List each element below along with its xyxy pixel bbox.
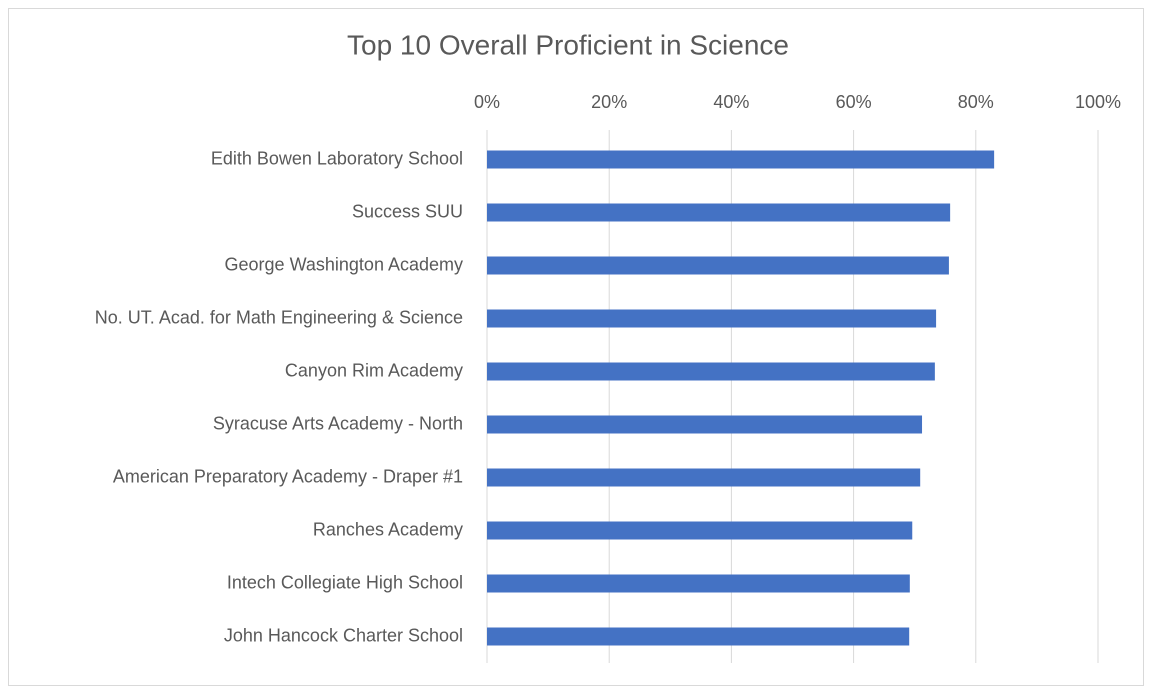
bar	[487, 362, 935, 381]
y-tick-label: Edith Bowen Laboratory School	[211, 148, 463, 168]
bar	[487, 521, 913, 540]
x-tick-label: 100%	[1075, 92, 1121, 112]
x-tick-label: 80%	[958, 92, 994, 112]
y-tick-label: John Hancock Charter School	[224, 625, 463, 645]
chart-border	[8, 8, 1144, 686]
bar	[487, 574, 910, 593]
y-tick-label: George Washington Academy	[225, 254, 463, 274]
y-tick-label: Canyon Rim Academy	[285, 360, 463, 380]
bar	[487, 468, 921, 487]
x-tick-label: 20%	[591, 92, 627, 112]
bar	[487, 309, 937, 328]
bar	[487, 415, 923, 434]
bar	[487, 203, 951, 222]
x-tick-label: 0%	[474, 92, 500, 112]
bar	[487, 627, 910, 646]
chart-title: Top 10 Overall Proficient in Science	[347, 29, 789, 60]
y-tick-label: Intech Collegiate High School	[227, 572, 463, 592]
bar	[487, 150, 995, 169]
x-tick-label: 60%	[836, 92, 872, 112]
bar	[487, 256, 949, 275]
y-tick-label: Success SUU	[352, 201, 463, 221]
y-tick-label: American Preparatory Academy - Draper #1	[113, 466, 463, 486]
x-tick-label: 40%	[713, 92, 749, 112]
y-tick-label: No. UT. Acad. for Math Engineering & Sci…	[95, 307, 463, 327]
y-tick-label: Ranches Academy	[313, 519, 463, 539]
y-tick-label: Syracuse Arts Academy - North	[213, 413, 463, 433]
